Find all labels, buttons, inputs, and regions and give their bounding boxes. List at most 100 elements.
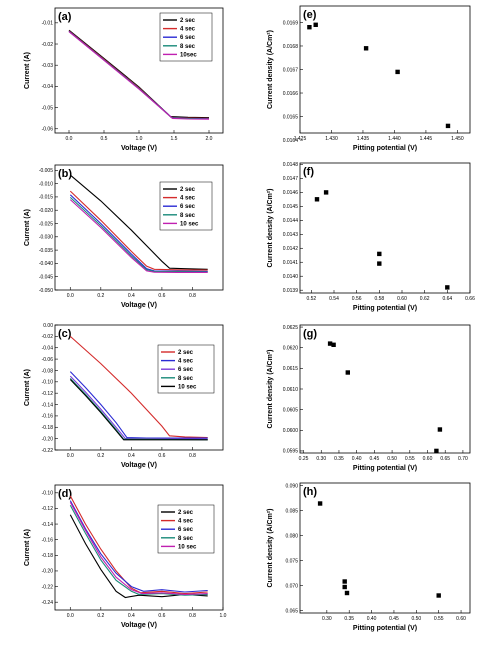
- legend-label: 4 sec: [178, 359, 194, 365]
- y-tick-label: -0.10: [42, 380, 54, 386]
- x-tick-label: 0.54: [329, 296, 339, 302]
- x-tick-label: 0.50: [387, 456, 397, 462]
- y-tick-label: -0.025: [39, 221, 53, 227]
- y-tick-label: -0.16: [42, 537, 54, 543]
- plot-frame: [54, 164, 224, 291]
- x-tick-label: 1.430: [325, 136, 338, 142]
- y-tick-label: 0.0142: [283, 246, 299, 252]
- data-point: [342, 579, 347, 584]
- y-axis-label: Current (A): [24, 369, 31, 406]
- chart-panel-b: 0.0 0.2 0.4 0.6 0.8 -0.005 -0.010 -0.015 -0.020 -…: [24, 164, 224, 309]
- x-axis-label: Voltage (V): [121, 302, 157, 309]
- y-axis-label: Current (A): [24, 52, 31, 89]
- y-tick-label: -0.010: [39, 181, 53, 187]
- y-tick-label: -0.06: [42, 357, 54, 363]
- y-tick-label: -0.050: [39, 288, 53, 294]
- data-point: [437, 427, 443, 432]
- x-tick-label: 0.2: [97, 453, 104, 459]
- x-tick-label: 0.60: [456, 616, 466, 622]
- chart-panel-h: 0.30 0.35 0.40 0.45 0.50 0.55 0.60 0.090 0.085 0.…: [267, 482, 471, 632]
- x-tick-label: 0.55: [405, 456, 415, 462]
- x-tick-label: 0.50: [411, 616, 421, 622]
- y-tick-label: 0.0615: [283, 366, 299, 372]
- x-tick-label: 0.6: [158, 293, 165, 299]
- chart-panel-c: 0.0 0.2 0.4 0.6 0.8 0.00 -0.02 -0.04 -0.06 -0.08 -…: [24, 323, 224, 469]
- data-point: [434, 448, 439, 454]
- data-point: [363, 46, 369, 51]
- y-tick-label: -0.14: [42, 402, 54, 408]
- legend-label: 8 sec: [178, 376, 194, 382]
- y-axis-label: Current density (A/Cm²): [267, 30, 274, 109]
- chart-panel-d: 0.0 0.2 0.4 0.6 0.8 1.0 -0.10 -0.12 -0.14 -0.16 -0…: [24, 484, 227, 629]
- y-tick-label: -0.045: [39, 275, 53, 281]
- x-tick-label: 0.8: [189, 613, 196, 619]
- y-tick-label: -0.04: [42, 84, 54, 90]
- x-tick-label: 0.45: [370, 456, 380, 462]
- y-tick-label: 0.0145: [283, 204, 299, 210]
- legend-label: 2 sec: [180, 18, 196, 24]
- x-tick-label: 0.55: [434, 616, 444, 622]
- y-tick-label: 0.0168: [283, 44, 299, 50]
- x-tick-label: 0.35: [344, 616, 354, 622]
- y-tick-label: 0.0625: [283, 325, 299, 331]
- legend-label: 8 sec: [180, 44, 196, 50]
- chart-panel-f: 0.52 0.54 0.56 0.58 0.60 0.62 0.64 0.66 0.0148 0.…: [267, 162, 475, 312]
- y-tick-label: -0.015: [39, 195, 53, 201]
- panel-label: (d): [58, 488, 72, 500]
- y-tick-label: 0.070: [285, 583, 298, 589]
- y-tick-label: -0.06: [42, 127, 54, 133]
- data-point: [344, 590, 350, 596]
- x-tick-label: 0.40: [352, 456, 362, 462]
- data-point: [436, 593, 441, 598]
- y-tick-label: -0.14: [42, 522, 54, 528]
- legend-label: 6 sec: [178, 527, 194, 533]
- x-tick-label: 1.440: [388, 136, 401, 142]
- legend-label: 6 sec: [180, 204, 196, 210]
- x-tick-label: 0.30: [322, 616, 332, 622]
- series-line-4: [69, 196, 208, 273]
- data-point: [445, 285, 450, 290]
- y-tick-label: -0.20: [42, 569, 54, 575]
- x-tick-label: 0.0: [66, 136, 73, 142]
- y-tick-label: -0.02: [42, 334, 54, 340]
- x-tick-label: 0.70: [458, 456, 468, 462]
- legend-label: 10 sec: [180, 221, 199, 227]
- y-tick-label: -0.02: [42, 42, 54, 48]
- x-tick-label: 0.62: [420, 296, 430, 302]
- x-tick-label: 0.5: [101, 136, 108, 142]
- plot-frame: [299, 5, 471, 134]
- legend-label: 8 sec: [180, 213, 196, 219]
- y-axis-label: Current (A): [24, 209, 31, 246]
- y-tick-label: -0.01: [42, 21, 54, 27]
- y-tick-label: 0.0595: [283, 449, 299, 455]
- y-tick-label: 0.00: [43, 323, 53, 329]
- legend-label: 6 sec: [180, 35, 196, 41]
- x-tick-label: 0.0: [67, 293, 74, 299]
- x-tick-label: 1.0: [136, 136, 143, 142]
- y-tick-label: 0.0605: [283, 407, 299, 413]
- x-axis-label: Pitting potential (V): [353, 625, 417, 632]
- y-tick-label: 0.0610: [283, 387, 299, 393]
- x-tick-label: 0.2: [97, 613, 104, 619]
- y-tick-label: 0.0620: [283, 346, 299, 352]
- y-tick-label: -0.12: [42, 506, 54, 512]
- x-tick-label: 0.25: [299, 456, 309, 462]
- data-point: [342, 584, 347, 590]
- y-tick-label: 0.090: [285, 483, 298, 489]
- y-tick-label: -0.16: [42, 414, 54, 420]
- y-tick-label: -0.24: [42, 600, 54, 606]
- legend-label: 6 sec: [178, 367, 194, 373]
- plot-frame: [299, 482, 471, 614]
- x-tick-label: 0.66: [465, 296, 475, 302]
- y-tick-label: 0.0164: [283, 138, 299, 144]
- legend-label: 2 sec: [178, 510, 194, 516]
- y-axis-label: Current density (A/Cm²): [267, 350, 274, 429]
- x-tick-label: 0.56: [352, 296, 362, 302]
- y-tick-label: -0.08: [42, 368, 54, 374]
- x-tick-label: 0.60: [423, 456, 433, 462]
- x-tick-label: 0.0: [67, 453, 74, 459]
- y-tick-label: -0.020: [39, 208, 53, 214]
- data-point: [327, 341, 333, 346]
- y-axis-label: Current (A): [24, 529, 31, 566]
